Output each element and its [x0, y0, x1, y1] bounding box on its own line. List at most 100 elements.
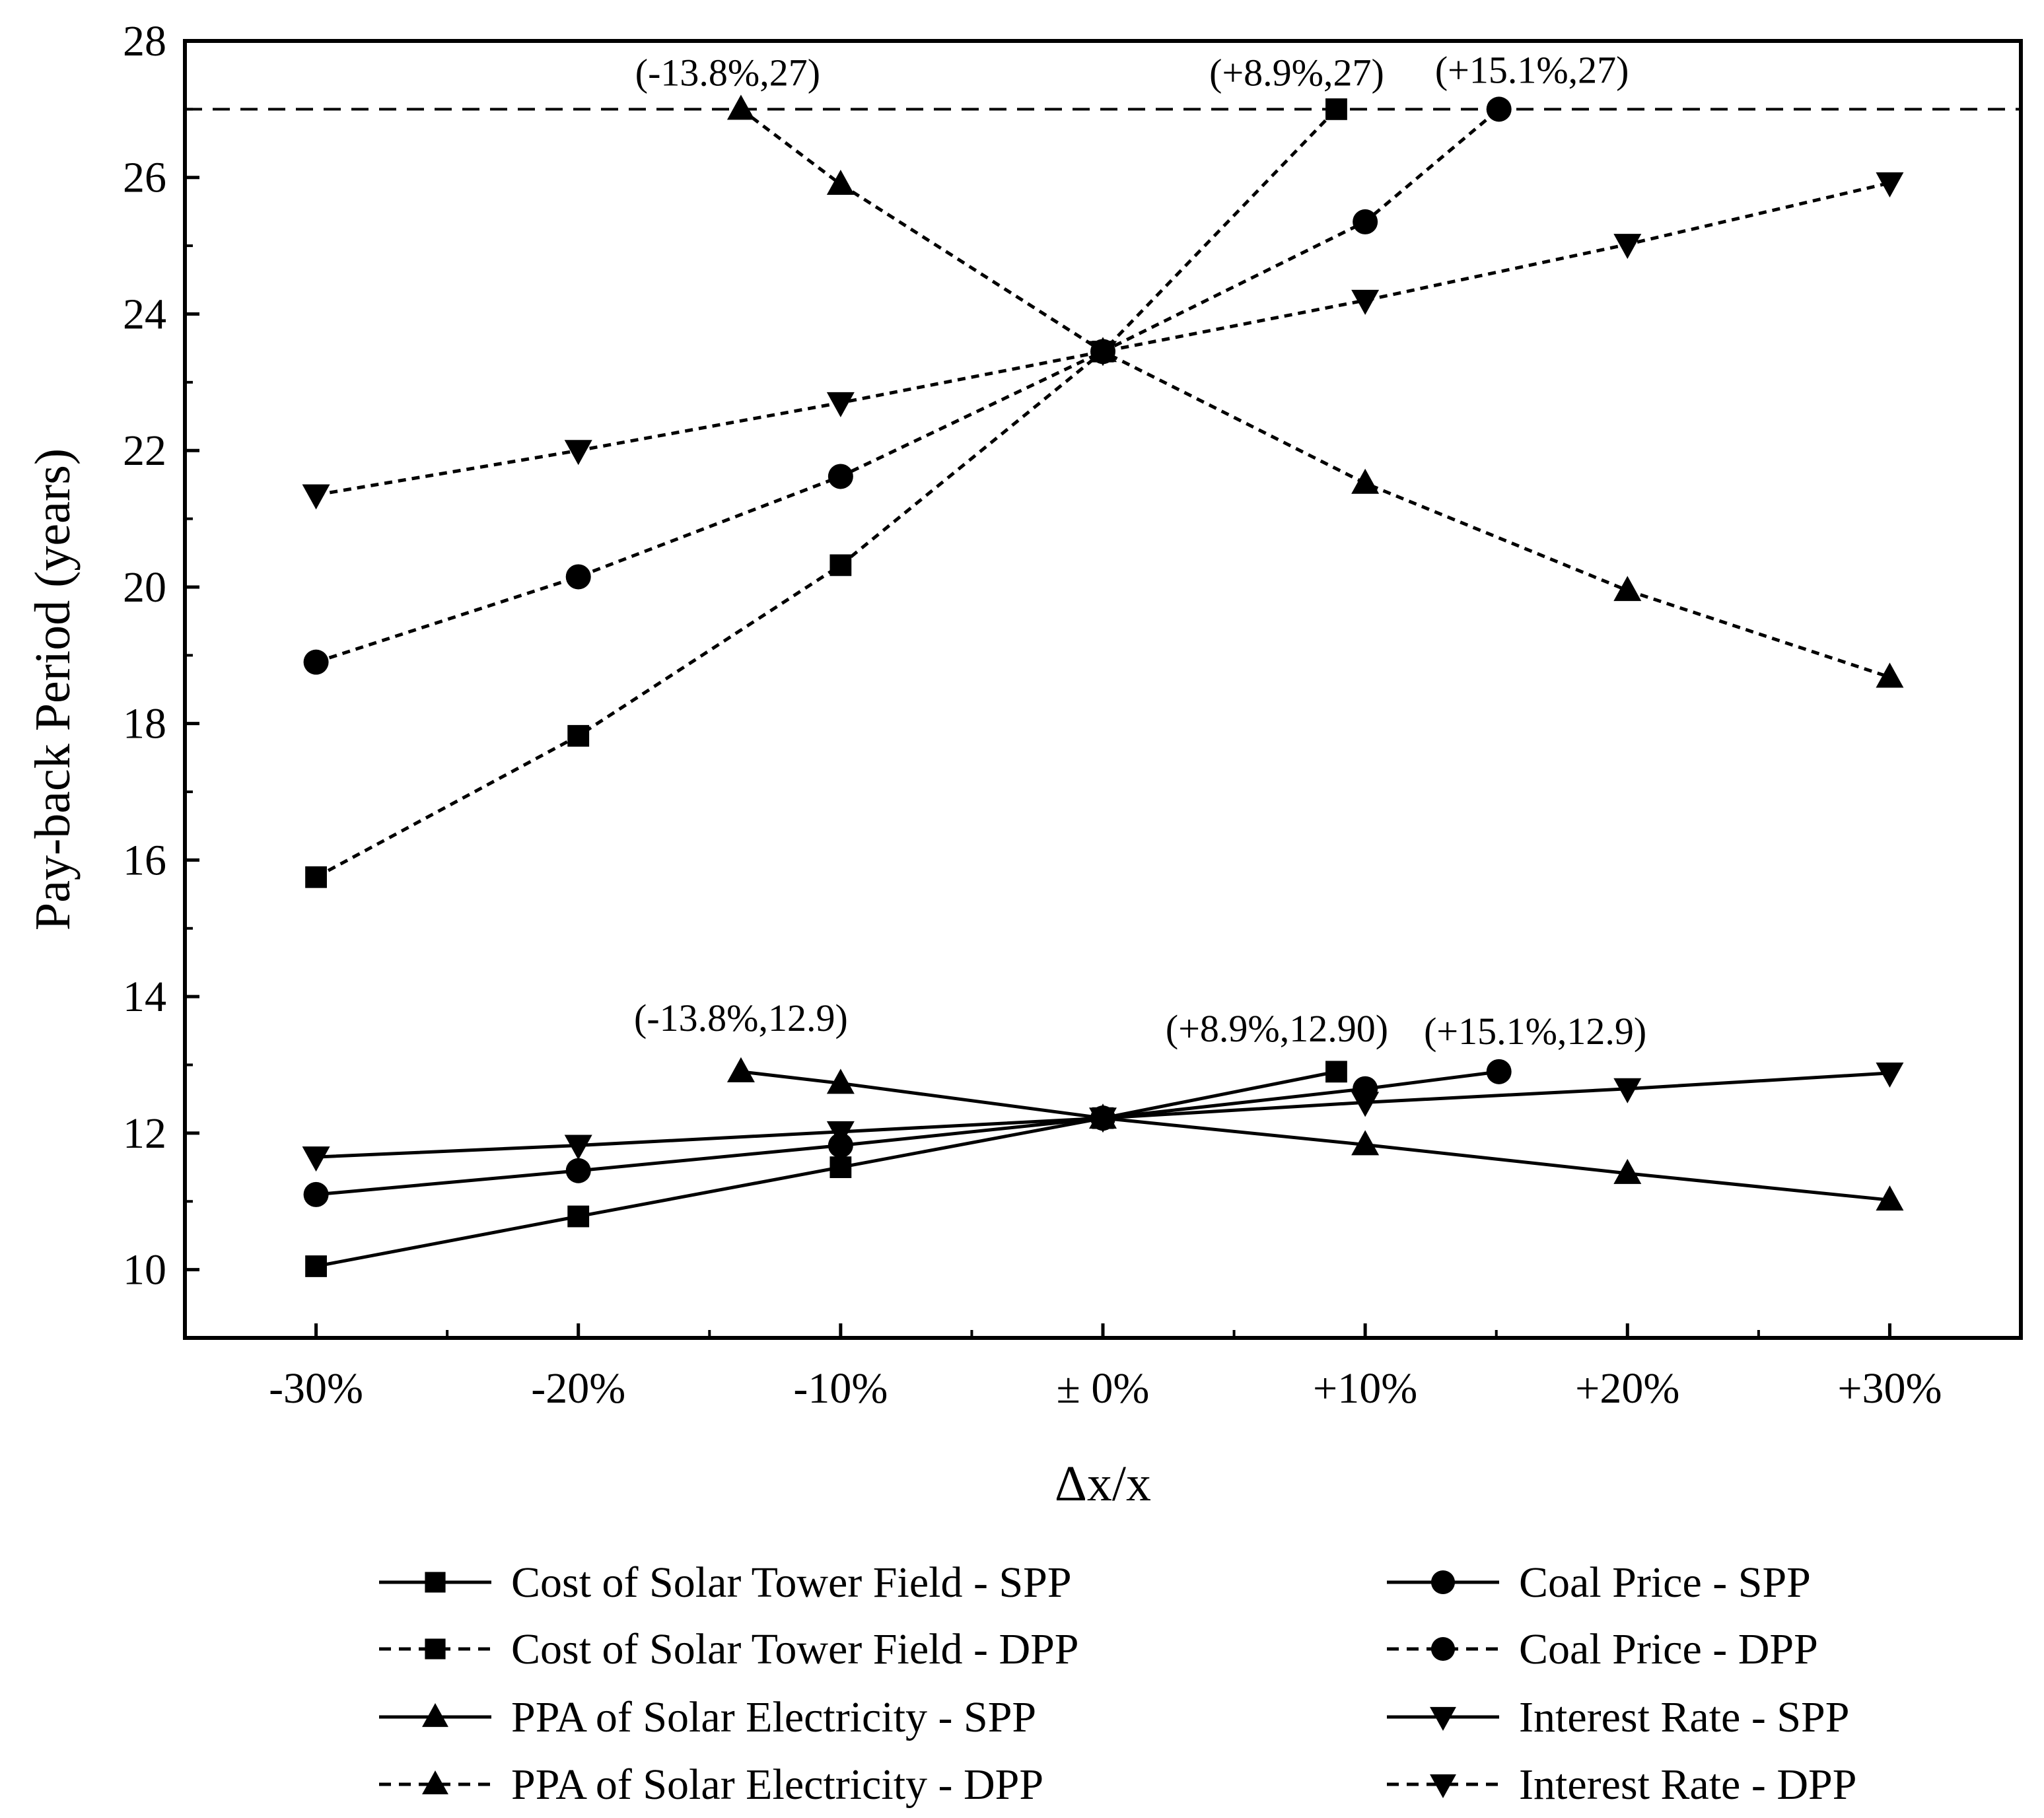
legend-label: PPA of Solar Electricity - SPP [511, 1693, 1036, 1741]
y-tick-label: 20 [123, 563, 166, 612]
data-point [829, 1156, 852, 1178]
data-point [1613, 576, 1642, 602]
data-point [565, 564, 591, 590]
data-point [1089, 1107, 1117, 1133]
legend-item-coal-price-dpp: Coal Price - DPP [1387, 1625, 1818, 1673]
x-tick-label: +10% [1313, 1364, 1417, 1413]
legend-item-interest-rate-dpp: Interest Rate - DPP [1387, 1761, 1856, 1809]
data-point [303, 1181, 329, 1207]
data-point [1486, 1059, 1512, 1084]
x-tick-label: -30% [269, 1364, 363, 1413]
legend-label: Interest Rate - DPP [1519, 1761, 1856, 1809]
y-tick-label: 10 [123, 1246, 166, 1294]
data-point [826, 1121, 855, 1146]
y-tick-label: 26 [123, 154, 166, 202]
legend-item-ppa-of-solar-electricity-dpp: PPA of Solar Electricity - DPP [379, 1761, 1043, 1809]
legend-item-ppa-of-solar-electricity-spp: PPA of Solar Electricity - SPP [379, 1693, 1036, 1741]
data-point [1876, 1062, 1904, 1088]
x-axis-title: Δx/x [1055, 1456, 1151, 1512]
data-point [1351, 1130, 1380, 1156]
series-ppa-of-solar-electricity-dpp [726, 94, 1904, 688]
legend-label: Coal Price - SPP [1519, 1558, 1811, 1607]
data-point [303, 649, 329, 675]
x-tick-label: -20% [531, 1364, 625, 1413]
legend-marker [425, 1572, 446, 1593]
legend-label: Interest Rate - SPP [1519, 1693, 1849, 1741]
series-interest-rate-spp [302, 1062, 1904, 1172]
data-point [1351, 289, 1380, 315]
series-interest-rate-dpp [302, 172, 1904, 510]
legend-item-cost-of-solar-tower-field-spp: Cost of Solar Tower Field - SPP [379, 1558, 1072, 1607]
data-point [828, 464, 853, 489]
legend-label: Coal Price - DPP [1519, 1625, 1818, 1673]
y-tick-label: 16 [123, 836, 166, 884]
data-point [726, 94, 755, 120]
legend-label: PPA of Solar Electricity - DPP [511, 1761, 1043, 1809]
axes-layer: 10 12 14 16 18 20 22 24 26 28 -30% -20% -10% ± 0% +10%… [123, 17, 2023, 1413]
y-tick-label: 22 [123, 427, 166, 475]
x-tick-label: -10% [793, 1364, 888, 1413]
data-point [564, 440, 592, 466]
legend-marker [422, 1770, 448, 1795]
legend-label: Cost of Solar Tower Field - SPP [511, 1558, 1072, 1607]
legend-label: Cost of Solar Tower Field - DPP [511, 1625, 1079, 1673]
data-point [1613, 1158, 1642, 1184]
data-point [1325, 1061, 1347, 1083]
data-point [1089, 341, 1117, 367]
data-point [1351, 1092, 1380, 1117]
data-point [1613, 234, 1642, 260]
legend-marker [1430, 1706, 1456, 1731]
legend-item-interest-rate-spp: Interest Rate - SPP [1387, 1693, 1849, 1741]
data-point [302, 484, 330, 510]
y-tick-label: 12 [123, 1109, 166, 1158]
y-axis-title: Pay-back Period (years) [25, 448, 81, 930]
series-line [740, 1070, 1890, 1202]
data-point [1613, 1078, 1642, 1103]
series-line [315, 108, 1500, 664]
annotation-label: (+15.1%,12.9) [1424, 1010, 1646, 1053]
y-tick-label: 18 [123, 700, 166, 748]
legend-marker [1430, 1774, 1456, 1798]
series-layer [302, 94, 1904, 1277]
x-tick-label: +30% [1837, 1364, 1942, 1413]
data-point [1876, 172, 1904, 198]
data-point [826, 392, 855, 417]
data-point [567, 1205, 590, 1228]
data-point [565, 1158, 591, 1183]
annotation-label: (-13.8%,27) [635, 51, 820, 94]
legend: Cost of Solar Tower Field - SPP Coal Pric… [379, 1558, 1856, 1809]
annotation-label: (+15.1%,27) [1435, 48, 1629, 91]
data-point [1876, 1185, 1904, 1211]
data-point [1353, 209, 1378, 234]
y-tick-label: 28 [123, 17, 166, 65]
legend-marker [425, 1638, 446, 1660]
data-point [826, 1068, 855, 1094]
legend-item-coal-price-spp: Coal Price - SPP [1387, 1558, 1811, 1607]
data-point [305, 1255, 327, 1277]
annotation-label: (+8.9%,27) [1209, 51, 1384, 94]
data-point [829, 554, 852, 577]
series-line [316, 1070, 1500, 1197]
data-point [726, 1057, 755, 1082]
series-line [740, 108, 1891, 679]
data-point [1486, 96, 1512, 122]
annotation-label: (+8.9%,12.90) [1166, 1007, 1388, 1050]
data-point [567, 724, 590, 747]
data-point [302, 1146, 330, 1172]
annotation-layer: (-13.8%,27) (+8.9%,27) (+15.1%,27) (-13.8%,… [634, 48, 1646, 1052]
y-tick-label: 24 [123, 290, 166, 338]
y-tick-label: 14 [123, 973, 166, 1021]
annotation-label: (-13.8%,12.9) [634, 996, 848, 1039]
data-point [1876, 662, 1904, 688]
data-point [564, 1135, 592, 1160]
legend-marker [422, 1703, 448, 1728]
data-point [826, 170, 855, 195]
legend-marker [1430, 1570, 1456, 1595]
data-point [305, 866, 327, 888]
legend-item-cost-of-solar-tower-field-dpp: Cost of Solar Tower Field - DPP [379, 1625, 1079, 1673]
data-point [1351, 468, 1380, 494]
x-tick-label: +20% [1575, 1364, 1679, 1413]
data-point [1325, 98, 1347, 120]
